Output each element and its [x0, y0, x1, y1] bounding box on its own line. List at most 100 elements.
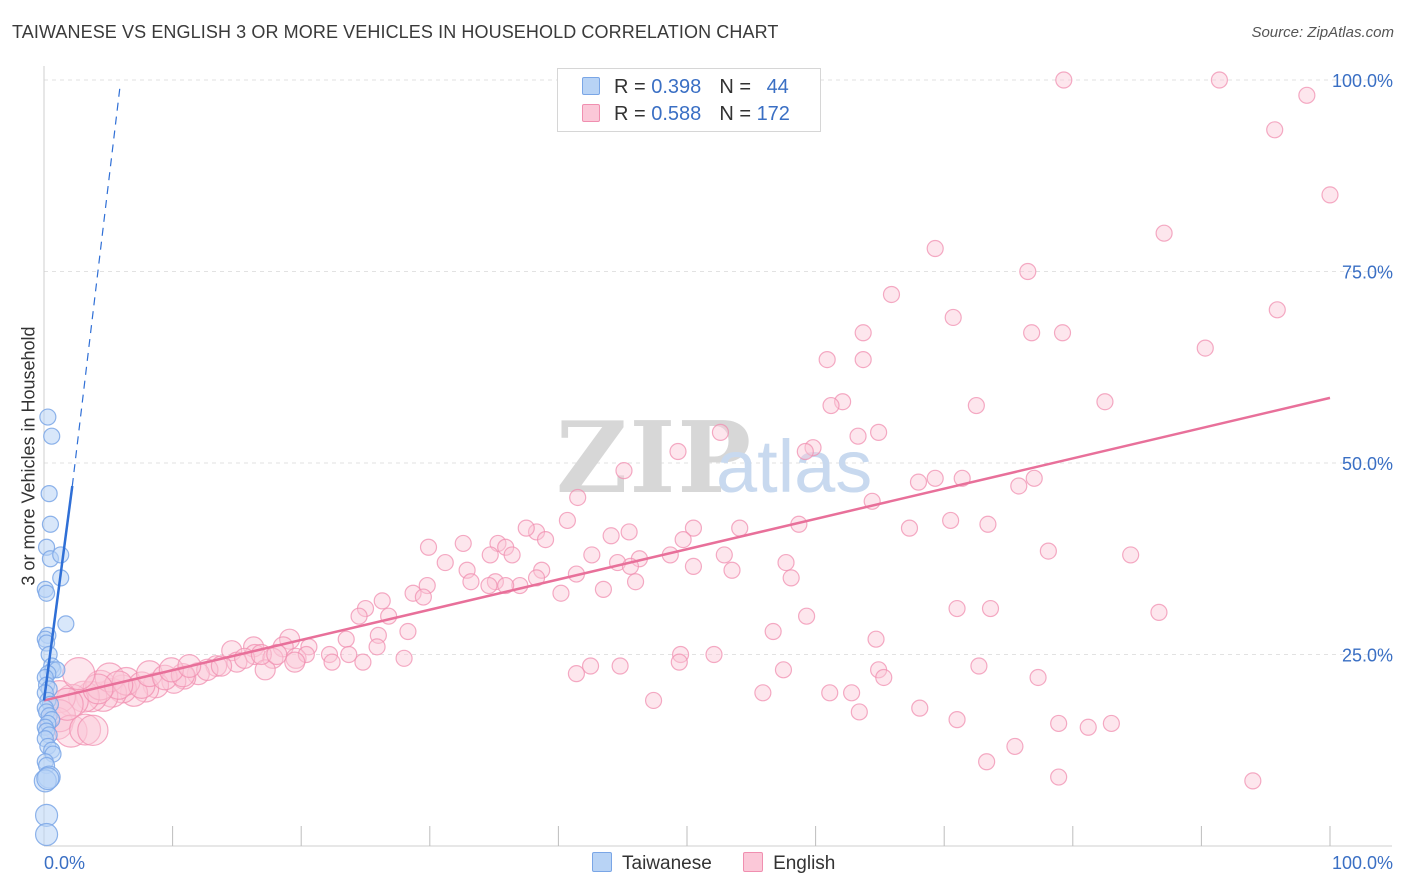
- english-swatch: [582, 104, 600, 122]
- english-point: [69, 713, 102, 746]
- n-label: N =: [719, 103, 757, 125]
- english-point: [399, 622, 417, 641]
- english-point: [626, 573, 645, 591]
- taiwanese-point: [57, 615, 75, 633]
- english-point: [684, 519, 703, 537]
- english-point: [1039, 542, 1057, 560]
- tick-label-layer: 25.0% 50.0% 75.0% 100.0% 0.0% 100.0%: [44, 71, 1393, 873]
- english-point: [481, 546, 499, 564]
- english-point: [1102, 714, 1120, 733]
- english-point: [715, 546, 733, 564]
- english-point: [731, 519, 749, 537]
- english-point: [602, 527, 620, 545]
- english-point: [340, 645, 358, 664]
- english-point: [536, 530, 555, 549]
- english-point: [764, 622, 782, 641]
- english-point: [644, 691, 663, 710]
- english-point: [1155, 224, 1173, 242]
- english-point: [395, 649, 413, 667]
- english-point: [796, 442, 814, 461]
- english-point: [854, 324, 872, 342]
- english-point: [777, 553, 795, 572]
- english-point: [503, 546, 521, 564]
- english-point: [462, 573, 480, 591]
- y-tick-label: 25.0%: [1342, 646, 1393, 666]
- english-point: [1055, 71, 1073, 89]
- r-value: 0.398: [651, 76, 702, 98]
- english-point: [711, 423, 730, 441]
- english-point: [1079, 718, 1097, 736]
- watermark-zip: ZIP: [556, 401, 753, 516]
- english-point: [900, 519, 919, 537]
- english-point: [1268, 301, 1286, 319]
- english-point: [723, 561, 741, 579]
- english-point: [62, 657, 96, 691]
- english-point: [497, 576, 515, 595]
- english-point: [480, 576, 498, 595]
- english-point: [804, 439, 822, 457]
- english-point: [948, 711, 966, 729]
- english-point: [875, 668, 893, 687]
- english-point: [337, 630, 355, 648]
- english-point: [774, 661, 793, 679]
- english-point: [754, 684, 772, 702]
- english-point: [978, 753, 996, 771]
- trend-layer: [42, 87, 1331, 702]
- series-legend: Taiwanese English: [592, 852, 861, 875]
- taiwanese-point: [36, 766, 60, 791]
- taiwanese-point: [39, 408, 57, 426]
- english-point: [1298, 86, 1316, 104]
- english-point: [172, 665, 197, 690]
- x-tick-label-max: 100.0%: [1332, 853, 1393, 873]
- english-point: [284, 651, 306, 673]
- english-point: [948, 599, 966, 618]
- english-point: [594, 580, 613, 598]
- english-point: [684, 557, 703, 576]
- english-point: [620, 523, 638, 541]
- english-point: [843, 684, 861, 702]
- english-point: [552, 584, 570, 602]
- english-point: [558, 511, 577, 530]
- english-point: [583, 546, 601, 564]
- n-label: N =: [719, 76, 757, 98]
- y-tick-label: 75.0%: [1342, 263, 1393, 283]
- stats-row-english: R = 0.588 N = 172: [582, 103, 790, 125]
- taiwanese-point: [37, 584, 56, 602]
- english-point: [822, 396, 840, 415]
- taiwanese-point: [43, 427, 61, 445]
- english-point: [821, 684, 839, 702]
- legend-item-taiwanese[interactable]: Taiwanese: [592, 852, 712, 875]
- english-point: [1010, 477, 1028, 495]
- english-point: [94, 662, 125, 693]
- english-point: [926, 239, 944, 258]
- legend-label: Taiwanese: [622, 853, 712, 874]
- english-point: [569, 488, 587, 507]
- x-tick-label-min: 0.0%: [44, 853, 85, 873]
- english-point: [1023, 324, 1041, 342]
- taiwanese-point: [41, 515, 60, 533]
- grid-layer: [44, 79, 1392, 655]
- legend-item-english[interactable]: English: [743, 852, 835, 875]
- english-point: [1122, 546, 1140, 564]
- english-swatch: [743, 852, 764, 872]
- taiwanese-point: [34, 822, 59, 847]
- taiwanese-swatch: [592, 852, 612, 872]
- r-value: 0.588: [651, 103, 702, 125]
- chart-title: TAIWANESE VS ENGLISH 3 OR MORE VEHICLES …: [12, 22, 779, 42]
- english-point: [454, 534, 472, 553]
- english-point: [350, 607, 368, 625]
- english-point: [419, 538, 438, 556]
- english-point: [669, 442, 687, 461]
- english-point: [368, 638, 386, 656]
- y-tick-label: 100.0%: [1332, 71, 1393, 91]
- taiwanese-point: [52, 546, 70, 564]
- english-point: [782, 569, 800, 587]
- english-point: [436, 553, 454, 572]
- english-point: [981, 599, 1000, 618]
- english-point: [414, 588, 432, 606]
- english-point: [323, 653, 341, 671]
- r-label: R =: [614, 76, 652, 98]
- taiwanese-trendline-extension: [71, 87, 121, 487]
- english-point: [944, 308, 962, 327]
